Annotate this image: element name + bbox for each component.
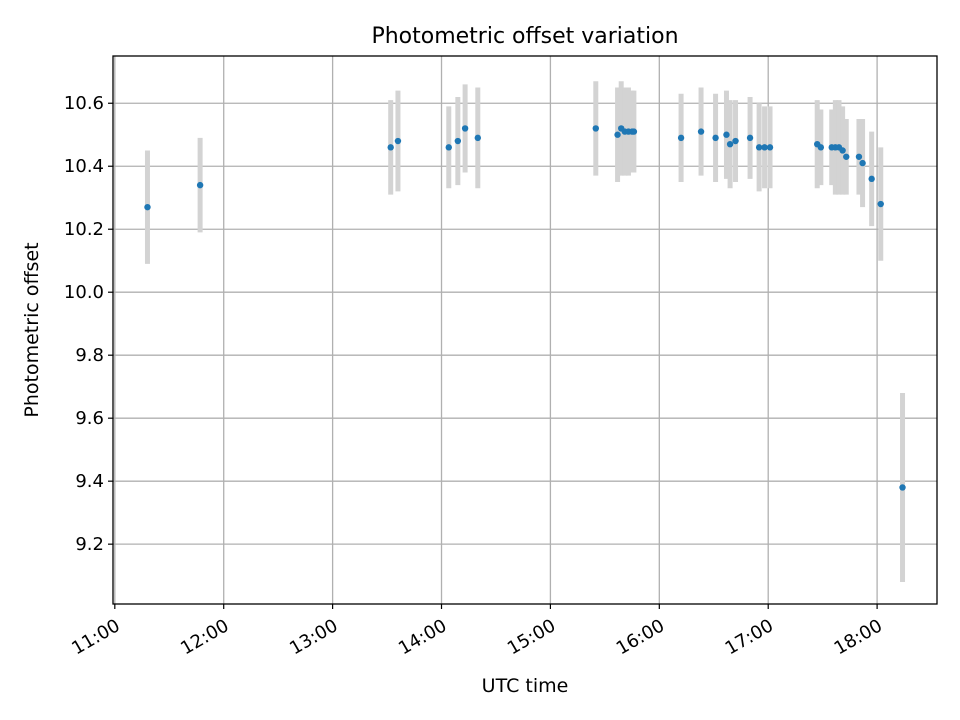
data-point xyxy=(855,153,863,160)
data-point xyxy=(868,175,875,183)
data-point xyxy=(766,144,774,151)
y-tick-label: 10.6 xyxy=(64,93,104,114)
data-point xyxy=(899,484,906,491)
y-tick-label: 10.0 xyxy=(64,282,104,303)
data-point xyxy=(726,140,734,148)
y-tick-label: 9.2 xyxy=(75,534,104,555)
data-point xyxy=(843,153,850,160)
data-point xyxy=(859,159,866,167)
plot-frame xyxy=(112,55,938,605)
data-point xyxy=(461,125,469,132)
data-point xyxy=(474,134,482,142)
data-point xyxy=(697,128,705,135)
y-axis-label: Photometric offset xyxy=(21,242,43,417)
grid-layer xyxy=(113,56,937,604)
data-point xyxy=(755,144,763,151)
data-point xyxy=(732,137,739,145)
data-point xyxy=(712,134,719,142)
data-point xyxy=(196,181,204,189)
points-layer xyxy=(144,125,906,491)
x-axis-label: UTC time xyxy=(482,675,569,697)
y-tick-label: 9.6 xyxy=(75,408,104,429)
data-point xyxy=(839,147,846,154)
data-point xyxy=(445,144,452,151)
data-point xyxy=(746,134,754,142)
data-point xyxy=(761,144,768,151)
y-tick-label: 9.4 xyxy=(75,471,104,492)
y-tick-label: 10.2 xyxy=(64,219,104,240)
data-point xyxy=(877,200,884,208)
data-point xyxy=(630,128,638,135)
data-point xyxy=(677,134,685,142)
data-point xyxy=(614,131,621,138)
y-tick-label: 9.8 xyxy=(75,345,104,366)
data-point xyxy=(454,137,462,145)
data-point xyxy=(144,203,151,211)
data-point xyxy=(394,137,402,145)
data-point xyxy=(592,125,599,132)
y-tick-label: 10.4 xyxy=(64,156,104,177)
data-point xyxy=(817,144,825,151)
data-point xyxy=(387,144,394,151)
chart-title: Photometric offset variation xyxy=(371,24,678,49)
data-point xyxy=(723,131,730,138)
